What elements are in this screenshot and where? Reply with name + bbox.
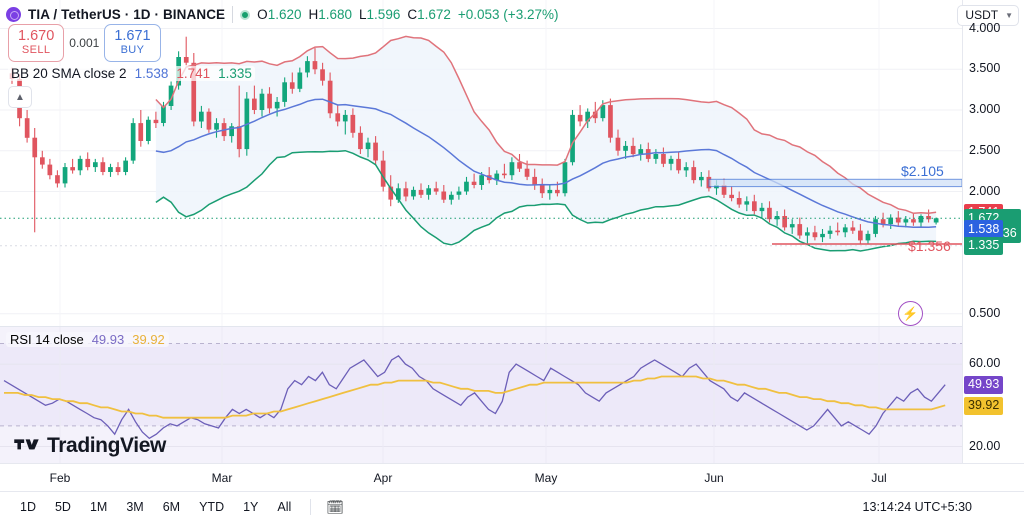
symbol-title[interactable]: TIA / TetherUS · 1D · BINANCE (28, 7, 226, 22)
timeframe-button-all[interactable]: All (277, 500, 292, 514)
ohlc-high-value: 1.680 (318, 7, 353, 22)
bollinger-basis-value: 1.538 (134, 66, 169, 81)
tradingview-watermark: TradingView (14, 434, 166, 458)
sell-price: 1.670 (18, 28, 55, 44)
time-axis-label: Feb (49, 471, 71, 485)
ohlc-open-value: 1.620 (267, 7, 302, 22)
bb-lower-price-badge: 1.335 (964, 236, 1004, 255)
resistance-price-label: $2.105 (901, 163, 944, 179)
time-axis-label: Apr (373, 471, 393, 485)
toolbar-divider (310, 499, 312, 515)
time-axis-label: Mar (211, 471, 233, 485)
timeframe-button-1m[interactable]: 1M (89, 500, 108, 514)
time-axis-label: Jul (871, 471, 887, 485)
rsi-axis-tick: 20.00 (969, 438, 1001, 453)
chart-legend: TIA / TetherUS · 1D · BINANCE O1.620 H1.… (6, 6, 558, 23)
buy-label: BUY (120, 44, 145, 57)
chevron-up-icon[interactable]: ▲ (8, 86, 32, 108)
price-axis-tick: 0.500 (969, 305, 1001, 320)
rsi-axis-tick: 60.00 (969, 356, 1001, 371)
rsi-value-badge: 49.93 (964, 375, 1004, 395)
rsi-ma-value: 39.92 (132, 332, 165, 347)
watermark-text: TradingView (47, 434, 166, 457)
ohlc-low-value: 1.596 (366, 7, 401, 22)
tia-token-icon (6, 7, 21, 22)
legend-divider (232, 6, 234, 23)
price-axis-tick: 3.500 (969, 61, 1001, 76)
support-price-label: $1.356 (908, 238, 951, 254)
price-axis-tick: 4.000 (969, 20, 1001, 35)
price-axis-tick: 2.500 (969, 142, 1001, 157)
bottom-toolbar: 1D 5D 1M 3M 6M YTD 1Y All 🗓 13:14:24 UTC+5:30 (0, 491, 1024, 522)
rsi-value: 49.93 (91, 332, 125, 347)
ohlc-close-value: 1.672 (417, 7, 451, 22)
timeframe-button-1d[interactable]: 1D (20, 500, 36, 514)
rsi-chart-pane[interactable] (0, 327, 962, 463)
timeframe-group: 1D 5D 1M 3M 6M YTD 1Y All 🗓 (12, 497, 348, 518)
chevron-down-icon: ▼ (1005, 10, 1013, 20)
sell-button[interactable]: 1.670 SELL (8, 24, 65, 62)
spread-value: 0.001 (69, 35, 100, 50)
pane-divider (0, 326, 1024, 327)
bollinger-bands-name: BB 20 SMA close 2 (11, 66, 127, 81)
trade-panel: 1.670 SELL 0.001 1.671 BUY (8, 24, 161, 62)
ohlc-open-key: O (257, 7, 268, 22)
timeframe-button-3m[interactable]: 3M (126, 500, 144, 514)
price-chart-svg[interactable] (0, 0, 962, 326)
price-axis-tick: 2.000 (969, 183, 1001, 198)
timeframe-button-6m[interactable]: 6M (162, 500, 181, 514)
tradingview-logo-icon (14, 438, 39, 449)
lightning-bolt-icon[interactable]: ⚡ (898, 301, 923, 326)
clock-display: 13:14:24 UTC+5:30 (862, 500, 972, 514)
bollinger-upper-value: 1.741 (176, 66, 211, 81)
buy-button[interactable]: 1.671 BUY (104, 24, 161, 62)
time-axis-label: Jun (704, 471, 724, 485)
bb-basis-price-badge: 1.538 (964, 220, 1004, 239)
price-axis[interactable]: USDT ▼ 4.000 3.500 3.000 2.500 2.000 0.500 1.… (957, 0, 1024, 463)
buy-price: 1.671 (114, 28, 151, 44)
rsi-name: RSI 14 close (10, 332, 84, 347)
bollinger-lower-value: 1.335 (218, 66, 252, 81)
price-axis-tick: 3.000 (969, 102, 1001, 116)
badge-price: 1.335 (968, 238, 1000, 253)
currency-selector[interactable]: USDT ▼ (957, 5, 1019, 26)
ohlc-high-key: H (308, 7, 319, 22)
ohlc-values: O1.620 H1.680 L1.596 C1.672 +0.053 (+3.2… (257, 7, 558, 22)
goto-date-icon[interactable]: 🗓 (326, 498, 345, 515)
timeframe-button-ytd[interactable]: YTD (199, 500, 225, 514)
bollinger-bands-legend[interactable]: BB 20 SMA close 2 1.538 1.741 1.335 (8, 66, 255, 81)
ohlc-close-key: C (407, 7, 418, 22)
currency-label: USDT (965, 8, 999, 22)
badge-price: 1.538 (968, 221, 1000, 236)
time-axis[interactable]: Feb Mar Apr May Jun Jul (0, 463, 1024, 491)
rsi-legend[interactable]: RSI 14 close 49.93 39.92 (6, 332, 169, 347)
ohlc-low-key: L (359, 7, 367, 22)
time-axis-label: May (534, 471, 558, 485)
timeframe-button-1y[interactable]: 1Y (243, 500, 259, 514)
price-change-value: +0.053 (+3.27%) (457, 7, 559, 22)
rsi-ma-badge: 39.92 (964, 396, 1004, 415)
sell-label: SELL (21, 44, 51, 57)
timeframe-button-5d[interactable]: 5D (54, 500, 71, 514)
rsi-chart-svg[interactable] (0, 327, 962, 463)
live-status-dot (240, 9, 251, 20)
price-chart-pane[interactable] (0, 0, 962, 326)
